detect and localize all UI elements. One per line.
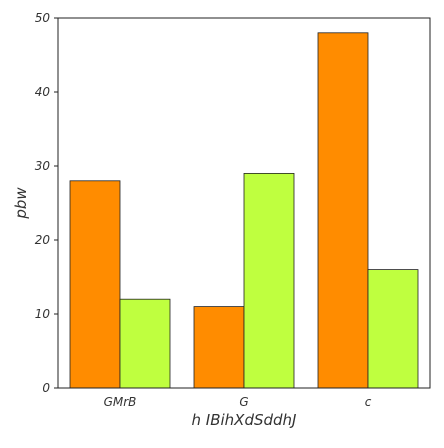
y-axis-ticks: 0 10 20 30 40 50 xyxy=(35,11,58,395)
bar-series-2-category-1 xyxy=(119,298,171,389)
x-tick-label: c xyxy=(365,395,372,409)
bar-series-1-category-3 xyxy=(317,32,369,389)
y-tick-label: 10 xyxy=(35,307,51,321)
bar-series-2-category-2 xyxy=(243,172,295,389)
y-tick-label: 40 xyxy=(35,85,51,99)
x-axis-label: h IBihXdSddhJ xyxy=(192,411,297,429)
y-tick-label: 50 xyxy=(35,11,51,25)
bar-series-2-category-3 xyxy=(367,269,419,389)
bar-series-1-category-1 xyxy=(69,180,121,389)
y-axis-label: pbw xyxy=(12,187,30,220)
y-tick-label: 30 xyxy=(35,159,51,173)
plot-frame xyxy=(57,17,431,389)
x-tick-label: G xyxy=(239,395,248,409)
y-tick-label: 20 xyxy=(35,233,51,247)
bar-series-1-category-2 xyxy=(193,306,245,389)
y-tick-label: 0 xyxy=(42,381,50,395)
bars-group xyxy=(69,32,419,389)
x-tick-label: GMrB xyxy=(104,395,137,409)
